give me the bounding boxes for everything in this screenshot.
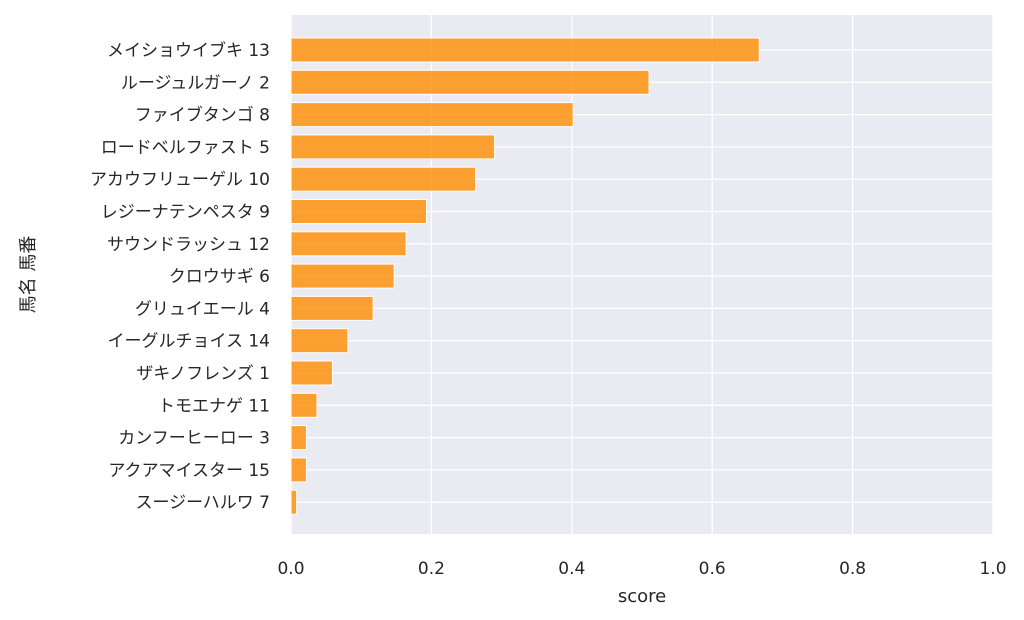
bar <box>290 231 407 257</box>
y-tick-label: サウンドラッシュ 12 <box>107 235 270 255</box>
x-tick-label: 0.2 <box>418 559 445 579</box>
bars <box>290 37 760 515</box>
bar <box>290 457 307 483</box>
x-tick-label: 0.4 <box>558 559 585 579</box>
bar <box>290 489 298 515</box>
bar <box>290 328 349 354</box>
y-axis-title: 馬名 馬番 <box>18 236 39 314</box>
bar <box>290 37 760 63</box>
x-tick-label: 0.8 <box>839 559 866 579</box>
plot-area <box>291 15 993 534</box>
y-tick-label: イーグルチョイス 14 <box>107 332 270 352</box>
y-tick-label: レジーナテンペスタ 9 <box>101 203 270 223</box>
y-tick-label: カンフーヒーロー 3 <box>118 429 270 449</box>
y-tick-label: ルージュルガーノ 2 <box>121 73 270 93</box>
bar <box>290 102 574 128</box>
bar <box>290 425 307 451</box>
bar <box>290 166 477 192</box>
x-tick-labels: 0.0 0.2 0.4 0.6 0.8 1.0 <box>277 559 1006 579</box>
y-tick-label: ロードベルファスト 5 <box>101 138 270 158</box>
y-tick-label: メイショウイブキ 13 <box>107 40 270 61</box>
bar <box>290 199 427 224</box>
bar <box>290 295 374 321</box>
x-tick-label: 1.0 <box>979 559 1006 579</box>
x-tick-label: 0.0 <box>277 559 304 579</box>
y-tick-label: スージーハルワ 7 <box>135 493 270 513</box>
y-tick-label: クロウサギ 6 <box>169 267 270 287</box>
bar <box>290 69 650 95</box>
x-axis-title: score <box>618 586 666 607</box>
bar <box>290 263 395 289</box>
bar <box>290 134 496 160</box>
bar <box>290 392 318 418</box>
y-tick-label: アカウフリューゲル 10 <box>90 170 270 190</box>
y-tick-label: トモエナゲ 11 <box>158 396 270 416</box>
y-tick-label: ザキノフレンズ 1 <box>136 364 270 384</box>
y-tick-labels: メイショウイブキ 13 ルージュルガーノ 2 ファイブタンゴ 8 ロードベルファスト … <box>90 40 270 513</box>
bar <box>290 360 333 386</box>
y-tick-label: グリュイエール 4 <box>135 299 270 319</box>
y-tick-label: ファイブタンゴ 8 <box>135 105 270 126</box>
x-tick-label: 0.6 <box>699 559 726 579</box>
y-tick-label: アクアマイスター 15 <box>108 461 270 481</box>
